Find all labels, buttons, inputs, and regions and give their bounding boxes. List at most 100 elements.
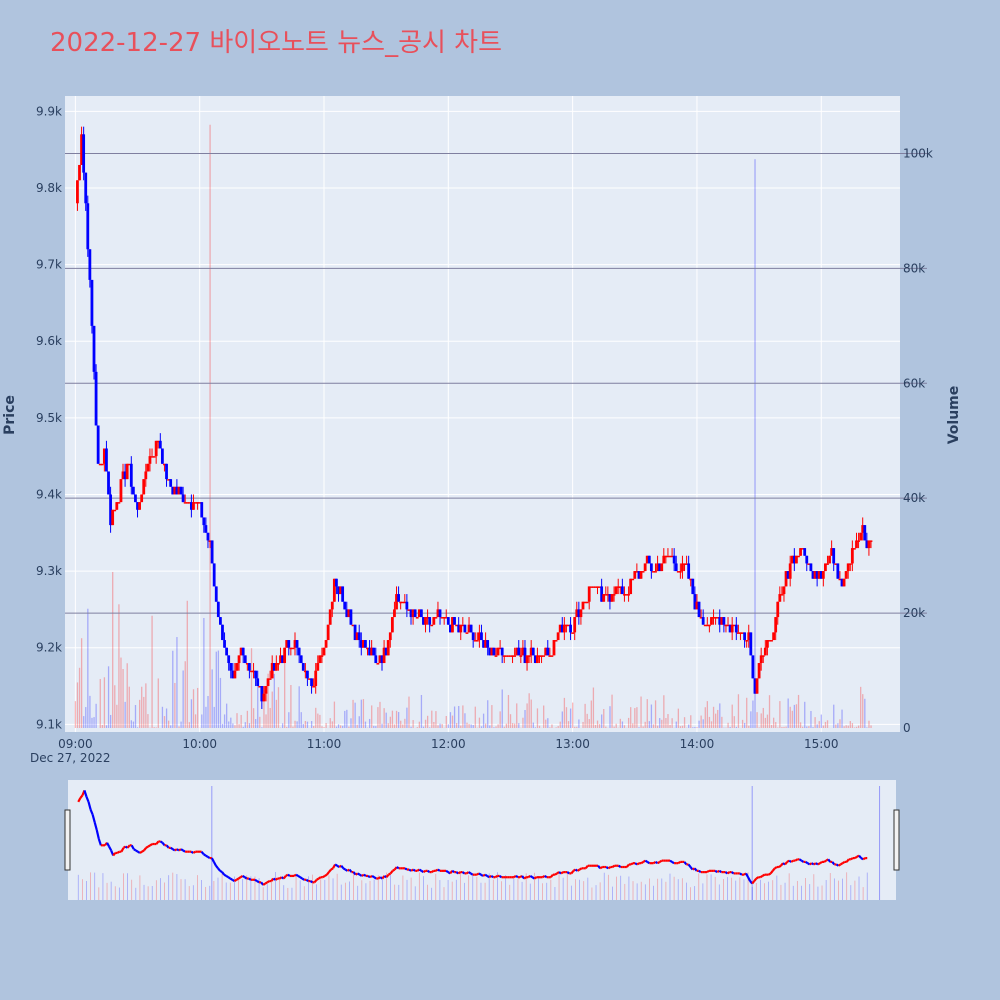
candle-body	[160, 448, 164, 464]
slider-price-segment	[143, 847, 147, 852]
y-tick-label: 9.1k	[36, 717, 62, 731]
volume-bar	[184, 661, 186, 728]
volume-bar	[252, 708, 255, 728]
candle-body	[115, 502, 119, 510]
candle-body	[807, 563, 811, 565]
volume-bar	[547, 718, 549, 728]
volume-bar	[555, 727, 557, 728]
volume-bar	[375, 726, 377, 728]
candle-body	[100, 463, 104, 466]
volume-bar	[182, 670, 184, 728]
slider-price-segment	[348, 868, 353, 873]
volume-bar	[387, 723, 389, 728]
volume-bar	[785, 726, 787, 728]
candle-body	[751, 655, 755, 679]
slider-price-segment	[837, 863, 842, 867]
candle-body	[177, 486, 181, 495]
slider-price-segment	[172, 848, 176, 852]
candle-body	[357, 632, 361, 641]
candle-body	[695, 601, 699, 610]
candle-body	[869, 540, 873, 542]
volume-bar	[116, 704, 118, 728]
volume-bar	[317, 713, 319, 728]
slider-price-segment	[850, 857, 854, 861]
slider-price-segment	[412, 868, 416, 872]
slider-price-segment	[141, 849, 145, 853]
slider-price-segment	[336, 864, 340, 868]
candle-body	[438, 609, 442, 618]
candle-body	[759, 655, 763, 664]
candle-body	[227, 655, 231, 664]
volume-bar	[661, 719, 663, 728]
volume-bar	[841, 709, 843, 728]
candle-body	[784, 571, 788, 587]
slider-price-segment	[718, 869, 722, 874]
slider-price-segment	[807, 862, 811, 866]
candle-body	[125, 463, 129, 480]
candle-body	[838, 578, 842, 581]
volume-bar	[640, 696, 642, 728]
candle-body	[523, 647, 527, 664]
range-slider-track[interactable]	[68, 780, 896, 900]
slider-price-segment	[521, 875, 525, 880]
candle-body	[258, 686, 262, 688]
candle-body	[780, 594, 784, 596]
slider-price-segment	[316, 877, 320, 881]
candle-body	[670, 555, 674, 558]
slider-price-segment	[210, 857, 215, 863]
volume-bar	[818, 721, 820, 728]
candle-body	[270, 663, 274, 679]
candle-body	[386, 640, 390, 656]
candle-body	[295, 640, 299, 648]
slider-price-segment	[815, 862, 819, 866]
slider-price-segment	[207, 855, 211, 860]
volume-bar	[598, 724, 601, 728]
candle-body	[272, 663, 276, 671]
volume-bar	[240, 714, 242, 728]
range-slider-right-handle[interactable]	[893, 809, 900, 871]
slider-price-segment	[484, 873, 488, 877]
volume-bar	[857, 725, 860, 728]
candle-body	[148, 456, 152, 464]
volume-bar	[793, 704, 796, 728]
plot-area[interactable]	[65, 96, 900, 732]
volume-bar	[462, 705, 464, 728]
candle-body	[463, 624, 467, 633]
slider-price-segment	[260, 881, 265, 886]
candle-body	[374, 655, 378, 664]
slider-price-segment	[87, 801, 92, 810]
slider-price-segment	[560, 871, 564, 875]
candle-body	[763, 647, 767, 656]
volume-bar	[128, 686, 130, 728]
candle-body	[585, 601, 589, 604]
candle-body	[279, 655, 282, 664]
volume-bar	[267, 673, 269, 728]
candle-body	[826, 563, 829, 565]
slider-price-segment	[805, 860, 809, 865]
candle-body	[635, 571, 639, 573]
range-slider[interactable]	[64, 780, 900, 900]
volume-bar	[257, 682, 259, 728]
volume-bar	[644, 721, 646, 728]
volume-bar	[335, 726, 338, 728]
volume-bar	[211, 669, 213, 728]
slider-price-segment	[122, 845, 127, 849]
candle-body	[540, 655, 543, 657]
candle-body	[189, 502, 193, 510]
y2-axis-ticks: 0 20k 40k 60k 80k 100k	[903, 146, 933, 735]
slider-price-segment	[233, 878, 238, 882]
candle-body	[832, 548, 836, 564]
slider-price-segment	[753, 877, 758, 882]
candle-body	[805, 555, 809, 564]
slider-price-segment	[731, 871, 735, 875]
volume-bar	[389, 716, 391, 728]
candle-body	[351, 624, 355, 627]
slider-price-segment	[724, 871, 729, 875]
candle-body	[194, 502, 197, 504]
volume-bar	[822, 725, 825, 728]
volume-bar	[665, 718, 667, 728]
slider-price-segment	[677, 860, 681, 865]
slider-price-segment	[689, 866, 694, 871]
range-slider-left-handle[interactable]	[64, 809, 71, 871]
